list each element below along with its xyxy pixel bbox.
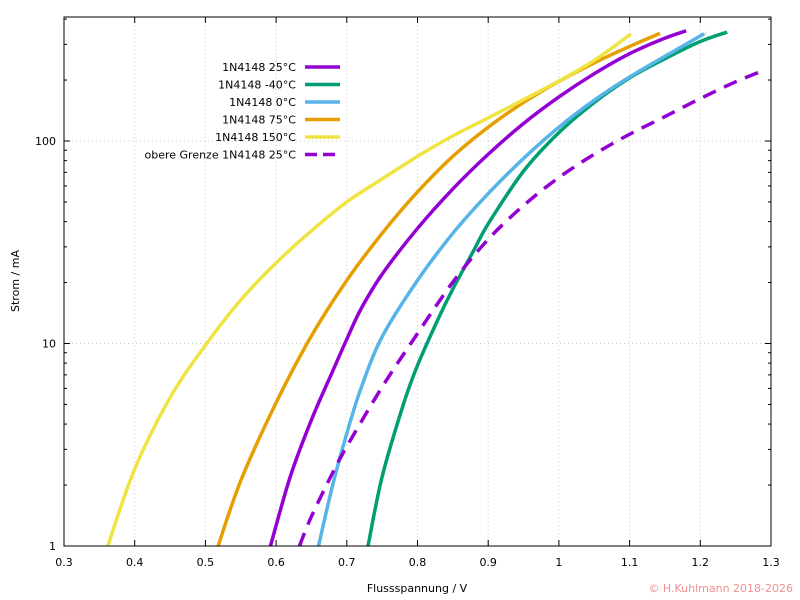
legend-label: 1N4148 150°C bbox=[215, 131, 296, 144]
series-line-5 bbox=[297, 68, 767, 547]
legend-label: 1N4148 25°C bbox=[222, 61, 296, 74]
y-tick-label: 10 bbox=[42, 338, 56, 351]
x-tick-label: 0.5 bbox=[197, 556, 215, 569]
legend-label: 1N4148 -40°C bbox=[218, 79, 296, 92]
x-tick-label: 1.3 bbox=[762, 556, 780, 569]
x-tick-label: 0.3 bbox=[55, 556, 73, 569]
series-lines bbox=[106, 29, 767, 547]
y-tick-label: 100 bbox=[35, 135, 56, 148]
series-line-3 bbox=[216, 31, 661, 547]
x-tick-label: 0.8 bbox=[409, 556, 427, 569]
y-axis-title: Strom / mA bbox=[9, 250, 22, 312]
copyright-text: © H.Kuhlmann 2018-2026 bbox=[648, 582, 793, 595]
series-line-2 bbox=[316, 31, 707, 547]
x-tick-label: 0.4 bbox=[126, 556, 144, 569]
legend-label: obere Grenze 1N4148 25°C bbox=[144, 149, 296, 162]
x-tick-label: 1 bbox=[555, 556, 562, 569]
x-tick-labels: 0.3 0.4 0.5 0.6 0.7 0.8 0.9 1 1.1 1.2 1.3 bbox=[55, 556, 780, 569]
legend-label: 1N4148 75°C bbox=[222, 114, 296, 127]
series-line-4 bbox=[106, 32, 633, 547]
legend-label: 1N4148 0°C bbox=[229, 96, 296, 109]
x-tick-label: 1.2 bbox=[692, 556, 710, 569]
x-tick-label: 1.1 bbox=[621, 556, 639, 569]
plot-frame bbox=[63, 16, 772, 547]
series-line-0 bbox=[268, 29, 687, 547]
series-line-1 bbox=[366, 30, 728, 547]
legend: 1N4148 25°C 1N4148 -40°C 1N4148 0°C 1N4148 … bbox=[144, 61, 340, 162]
y-tick-label: 1 bbox=[49, 540, 56, 553]
x-tick-label: 0.7 bbox=[338, 556, 356, 569]
x-tick-label: 0.6 bbox=[267, 556, 285, 569]
x-axis-title: Flussspannung / V bbox=[367, 582, 468, 595]
x-tick-label: 0.9 bbox=[479, 556, 497, 569]
y-tick-labels: 1 10 100 bbox=[35, 135, 56, 553]
